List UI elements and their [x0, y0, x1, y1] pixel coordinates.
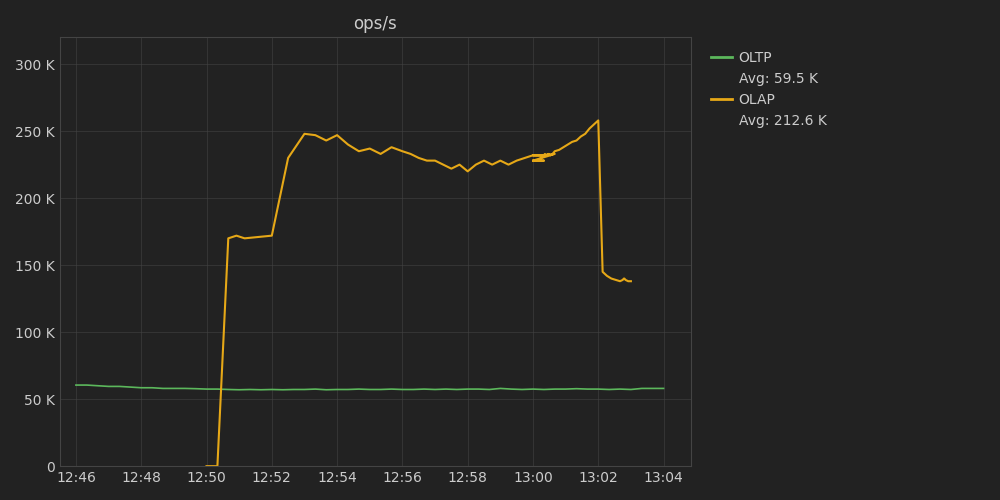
Legend: OLTP, Avg: 59.5 K, OLAP, Avg: 212.6 K: OLTP, Avg: 59.5 K, OLAP, Avg: 212.6 K [704, 44, 834, 135]
Title: ops/s: ops/s [353, 15, 397, 33]
